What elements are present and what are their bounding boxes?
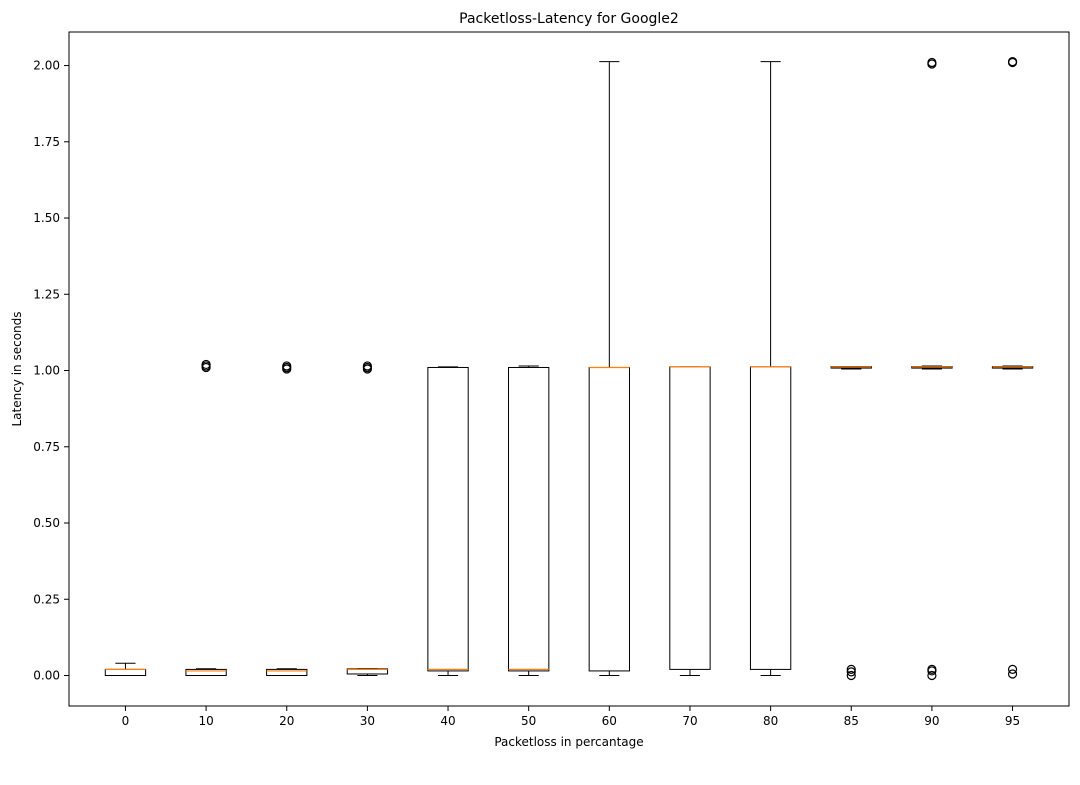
box	[508, 366, 550, 672]
chart-title: Packetloss-Latency for Google2	[459, 11, 679, 27]
x-tick-label: 0	[122, 714, 130, 728]
plot-frame	[68, 31, 1070, 707]
x-tick-label: 30	[360, 714, 375, 728]
outlier-point	[362, 361, 372, 371]
y-tick-label: 2.00	[33, 59, 60, 73]
y-tick-label: 1.00	[33, 364, 60, 378]
x-tick-label: 40	[440, 714, 455, 728]
box	[427, 366, 469, 672]
outlier-point	[846, 667, 856, 677]
y-tick-label: 0.50	[33, 516, 60, 530]
y-tick-label: 0.25	[33, 592, 60, 606]
x-tick-label: 60	[602, 714, 617, 728]
box	[346, 668, 389, 675]
outlier-point	[846, 670, 856, 681]
outlier-point	[927, 670, 937, 681]
x-tick-label: 90	[924, 714, 939, 728]
outlier-point	[1007, 669, 1018, 679]
outlier-point	[846, 664, 856, 675]
outlier-point	[201, 359, 211, 370]
plot-area: 0.00 0.25 0.50 0.75 1.00 1.25 1.50 1.75 2.00 0 10 2…	[33, 56, 1034, 728]
x-tick-label: 50	[521, 714, 536, 728]
outlier-point	[927, 57, 937, 68]
outlier-point	[927, 664, 937, 675]
x-tick-label: 70	[682, 714, 697, 728]
outlier-point	[282, 361, 292, 371]
x-tick-label: 85	[844, 714, 859, 728]
box	[266, 668, 308, 677]
box	[185, 668, 227, 677]
x-tick-label: 95	[1005, 714, 1020, 728]
y-axis-label: Latency in seconds	[10, 311, 24, 426]
x-tick-label: 80	[763, 714, 778, 728]
y-tick-label: 1.50	[33, 211, 60, 225]
y-tick-label: 1.25	[33, 287, 60, 301]
y-tick-label: 0.75	[33, 440, 60, 454]
x-tick-label: 20	[279, 714, 294, 728]
y-tick-label: 1.75	[33, 135, 60, 149]
x-axis-label: Packetloss in percantage	[494, 735, 643, 749]
y-tick-label: 0.00	[33, 669, 60, 683]
x-tick-label: 10	[198, 714, 213, 728]
outlier-point	[1007, 664, 1018, 675]
outlier-point	[1007, 56, 1018, 67]
